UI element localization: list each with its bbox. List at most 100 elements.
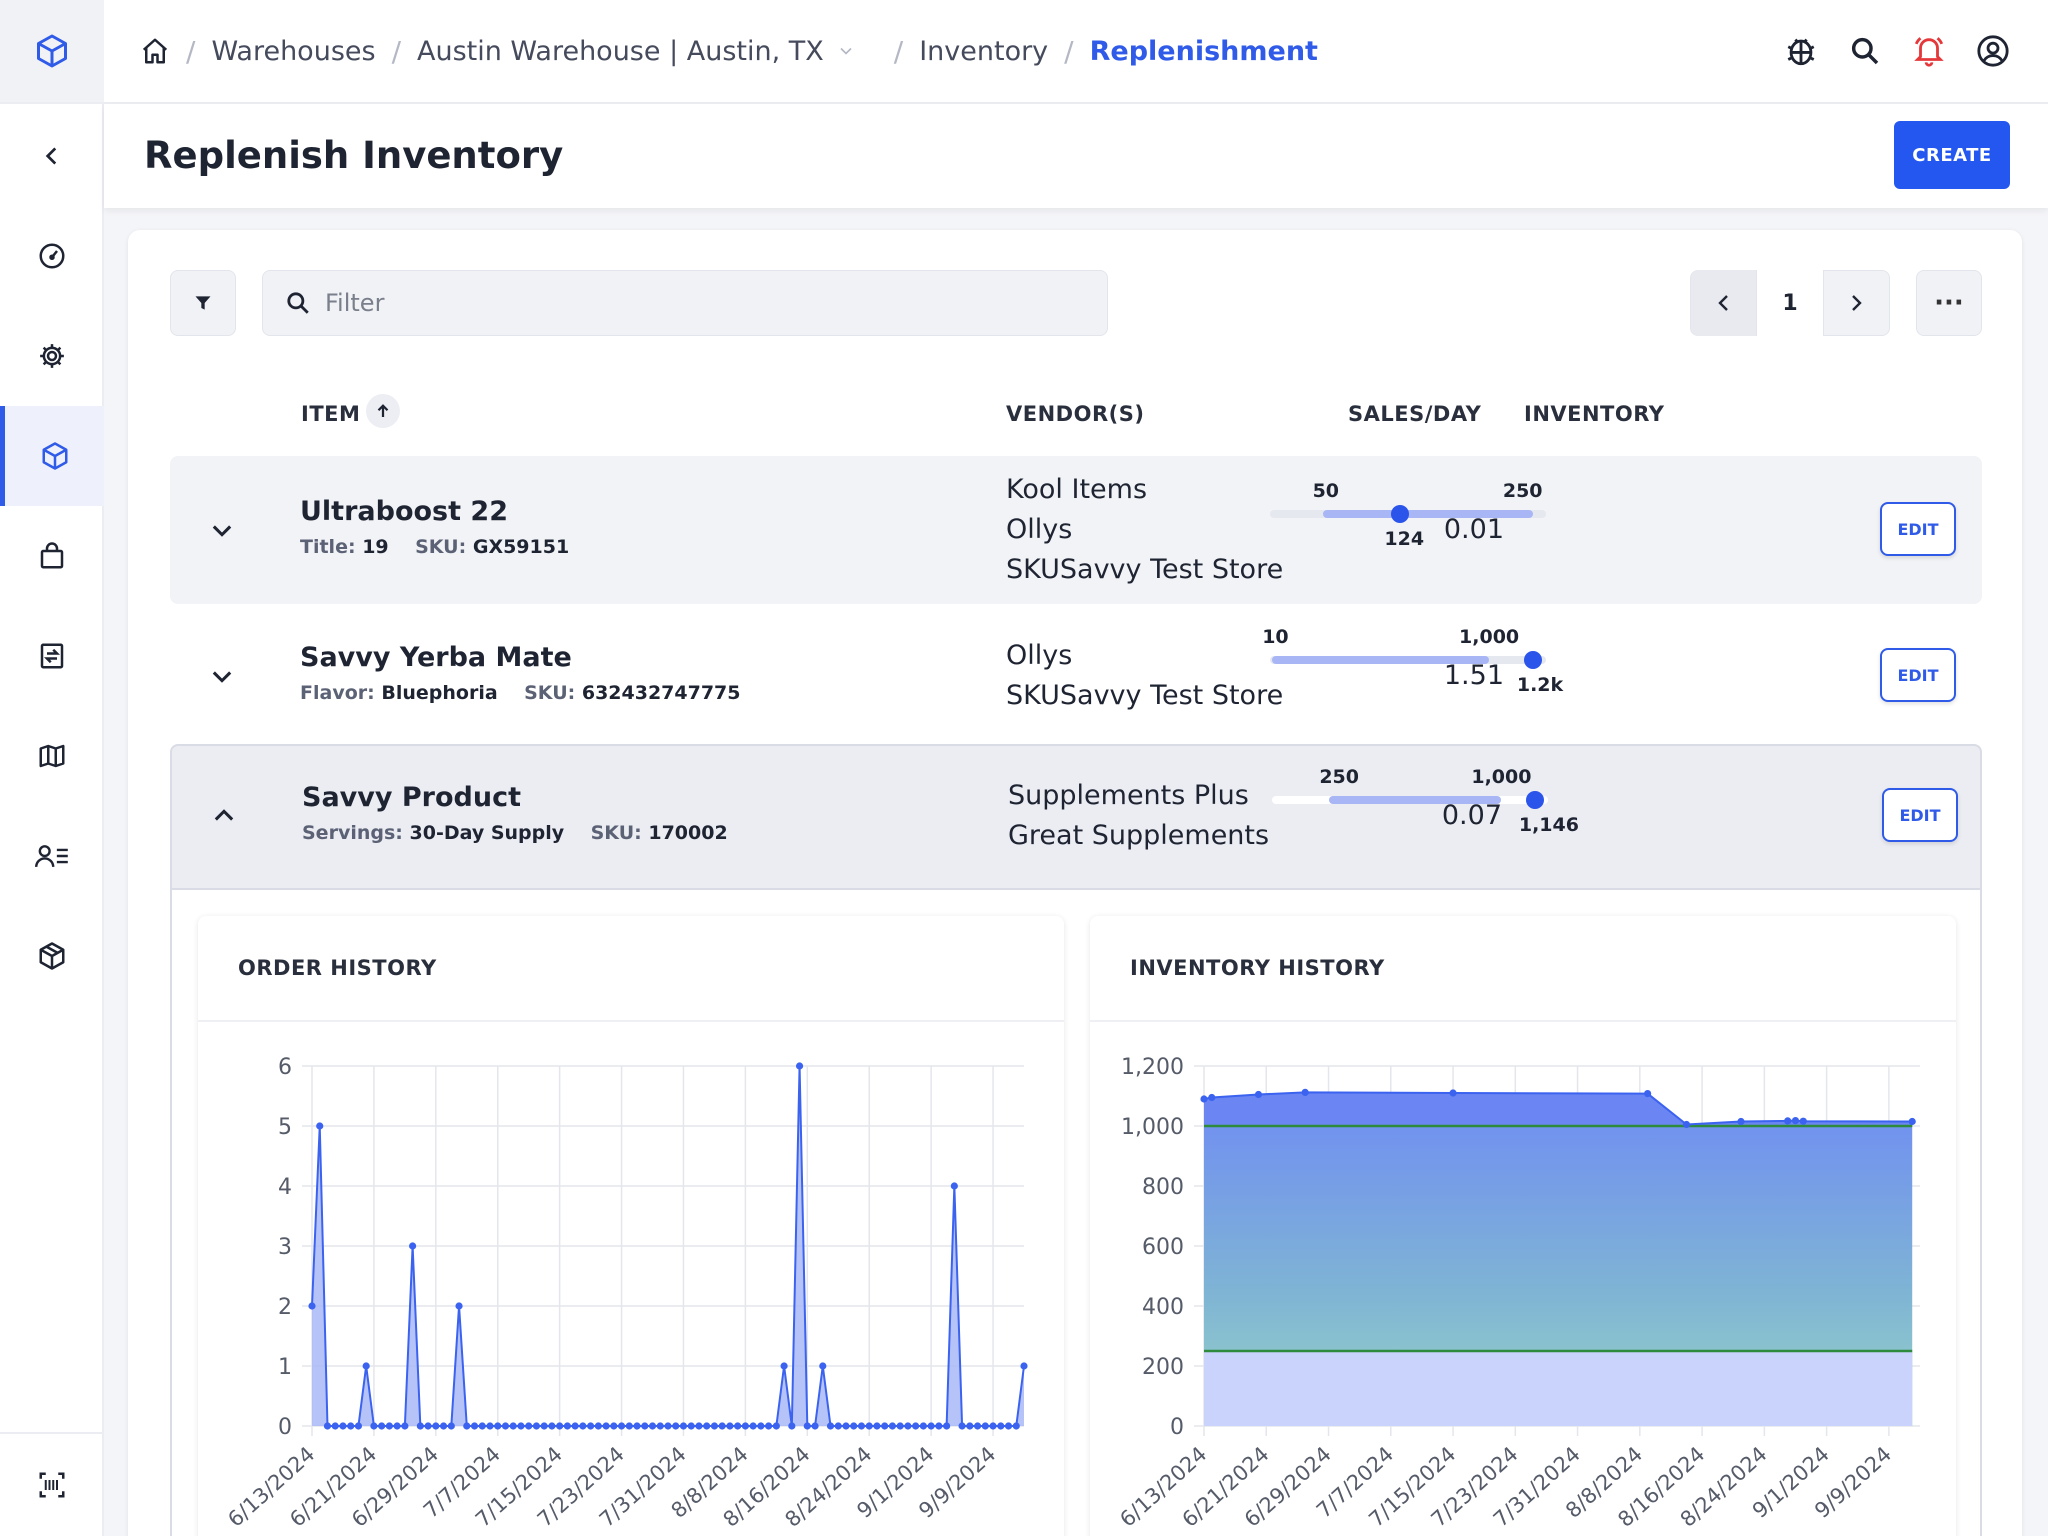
data-point[interactable]	[424, 1422, 432, 1430]
data-point[interactable]	[579, 1422, 587, 1430]
data-point[interactable]	[672, 1422, 680, 1430]
data-point[interactable]	[501, 1422, 510, 1430]
data-point[interactable]	[354, 1422, 363, 1430]
breadcrumb-warehouses[interactable]: Warehouses	[211, 35, 376, 67]
data-point[interactable]	[625, 1422, 633, 1430]
data-point[interactable]	[1301, 1088, 1309, 1096]
data-point[interactable]	[556, 1422, 564, 1430]
column-header-sales[interactable]: SALES/DAY	[1348, 402, 1482, 426]
bug-report-icon[interactable]	[1780, 30, 1822, 72]
data-point[interactable]	[370, 1422, 378, 1430]
data-point[interactable]	[455, 1302, 463, 1310]
sidebar-item-orders[interactable]	[0, 506, 104, 606]
filter-input[interactable]	[325, 289, 1085, 317]
data-point[interactable]	[1784, 1117, 1792, 1125]
column-header-inventory[interactable]: INVENTORY	[1524, 402, 1665, 426]
sidebar-item-map[interactable]	[0, 706, 104, 806]
data-point[interactable]	[347, 1422, 355, 1430]
data-point[interactable]	[703, 1422, 711, 1430]
data-point[interactable]	[741, 1422, 749, 1430]
data-point[interactable]	[919, 1422, 927, 1430]
data-point[interactable]	[718, 1422, 726, 1430]
data-point[interactable]	[765, 1422, 773, 1430]
data-point[interactable]	[1908, 1117, 1916, 1126]
data-point[interactable]	[687, 1422, 695, 1430]
data-point[interactable]	[788, 1422, 796, 1430]
data-point[interactable]	[587, 1422, 595, 1430]
data-point[interactable]	[494, 1422, 502, 1430]
data-point[interactable]	[695, 1422, 703, 1430]
data-point[interactable]	[563, 1422, 571, 1430]
data-point[interactable]	[1012, 1422, 1020, 1430]
data-point[interactable]	[973, 1422, 982, 1430]
data-point[interactable]	[447, 1422, 455, 1430]
data-point[interactable]	[679, 1422, 688, 1430]
breadcrumb-inventory[interactable]: Inventory	[919, 35, 1049, 67]
data-point[interactable]	[617, 1422, 626, 1430]
collapse-sidebar-button[interactable]	[0, 106, 104, 206]
data-point[interactable]	[966, 1422, 974, 1430]
data-point[interactable]	[378, 1422, 386, 1430]
filter-field[interactable]	[262, 270, 1108, 336]
data-point[interactable]	[1200, 1095, 1208, 1103]
data-point[interactable]	[509, 1422, 517, 1430]
data-point[interactable]	[935, 1422, 943, 1430]
data-point[interactable]	[602, 1422, 610, 1430]
data-point[interactable]	[896, 1422, 904, 1430]
data-point[interactable]	[1004, 1422, 1013, 1430]
data-point[interactable]	[850, 1422, 858, 1430]
data-point[interactable]	[873, 1422, 881, 1430]
data-point[interactable]	[780, 1362, 788, 1370]
filter-toggle-button[interactable]	[170, 270, 236, 336]
data-point[interactable]	[981, 1422, 989, 1430]
edit-button[interactable]: EDIT	[1880, 648, 1956, 702]
data-point[interactable]	[1449, 1089, 1457, 1097]
data-point[interactable]	[323, 1422, 332, 1430]
data-point[interactable]	[795, 1062, 804, 1070]
data-point[interactable]	[339, 1422, 347, 1430]
expand-row-button[interactable]	[206, 660, 238, 692]
sidebar-item-transfers[interactable]	[0, 606, 104, 706]
data-point[interactable]	[1799, 1117, 1807, 1125]
data-point[interactable]	[865, 1422, 873, 1430]
data-point[interactable]	[517, 1422, 525, 1430]
edit-button[interactable]: EDIT	[1882, 788, 1958, 842]
data-point[interactable]	[826, 1422, 835, 1430]
data-point[interactable]	[811, 1422, 819, 1430]
sidebar-item-users[interactable]	[0, 806, 104, 906]
data-point[interactable]	[432, 1422, 440, 1430]
breadcrumb-warehouse-select[interactable]: Austin Warehouse | Austin, TX	[417, 35, 824, 67]
data-point[interactable]	[958, 1422, 966, 1430]
search-icon[interactable]	[1844, 30, 1886, 72]
previous-page-button[interactable]	[1691, 270, 1757, 336]
sidebar-item-settings[interactable]	[0, 306, 104, 406]
sort-ascending-button[interactable]	[366, 394, 400, 428]
data-point[interactable]	[439, 1422, 448, 1430]
data-point[interactable]	[316, 1122, 324, 1130]
account-icon[interactable]	[1972, 30, 2014, 72]
data-point[interactable]	[664, 1422, 672, 1430]
expand-row-button[interactable]	[206, 514, 238, 546]
data-point[interactable]	[478, 1422, 486, 1430]
data-point[interactable]	[834, 1422, 842, 1430]
data-point[interactable]	[633, 1422, 641, 1430]
data-point[interactable]	[881, 1422, 889, 1430]
table-row[interactable]: Savvy Yerba Mate Flavor: Bluephoria SKU:…	[170, 604, 1982, 746]
data-point[interactable]	[656, 1422, 664, 1430]
data-point[interactable]	[409, 1242, 417, 1250]
data-point[interactable]	[912, 1422, 920, 1430]
data-point[interactable]	[749, 1422, 757, 1430]
data-point[interactable]	[857, 1422, 866, 1430]
data-point[interactable]	[772, 1422, 780, 1430]
chevron-down-icon[interactable]	[836, 41, 856, 61]
data-point[interactable]	[610, 1422, 618, 1430]
home-icon[interactable]	[140, 36, 170, 66]
data-point[interactable]	[1682, 1120, 1691, 1129]
create-button[interactable]: CREATE	[1894, 121, 2010, 189]
data-point[interactable]	[888, 1422, 897, 1430]
data-point[interactable]	[540, 1422, 548, 1430]
data-point[interactable]	[927, 1422, 935, 1430]
table-row-expanded[interactable]: Savvy Product Servings: 30-Day Supply SK…	[170, 744, 1982, 888]
app-logo[interactable]	[0, 0, 104, 104]
next-page-button[interactable]	[1824, 270, 1889, 336]
